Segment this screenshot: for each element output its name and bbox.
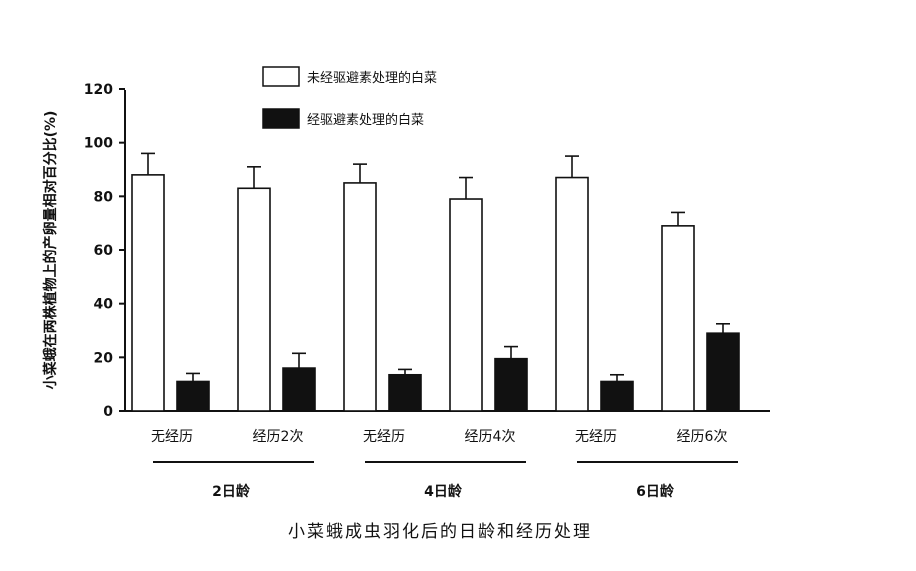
group-label: 4日龄 — [424, 483, 463, 500]
y-tick-label: 60 — [94, 243, 114, 259]
bar-untreated — [237, 187, 271, 412]
legend-swatch-treated — [262, 108, 300, 129]
category-label: 无经历 — [151, 429, 193, 445]
bar-untreated — [555, 176, 589, 412]
legend-label-treated: 经驱避素处理的白菜 — [307, 112, 424, 128]
y-ticks: 0 20 40 60 80 100 120 — [84, 82, 125, 420]
y-tick-label: 120 — [84, 82, 113, 98]
group-label: 2日龄 — [212, 483, 251, 500]
category-labels: 无经历 经历2次 无经历 经历4次 无经历 经历6次 — [151, 429, 727, 445]
y-tick-label: 100 — [84, 136, 113, 152]
bar-untreated — [131, 174, 165, 412]
y-axis-label: 小菜蛾在两株植物上的产卵量相对百分比(%) — [42, 111, 59, 390]
category-label: 经历4次 — [465, 429, 516, 445]
legend-swatch-untreated — [262, 66, 300, 87]
bar-treated — [176, 380, 210, 412]
y-tick-label: 80 — [94, 189, 114, 205]
y-tick-label: 0 — [103, 404, 113, 420]
bar-untreated — [343, 182, 377, 412]
group-labels: 2日龄 4日龄 6日龄 — [153, 461, 738, 500]
category-label: 无经历 — [363, 429, 405, 445]
legend: 未经驱避素处理的白菜 经驱避素处理的白菜 — [262, 66, 437, 129]
category-label: 经历6次 — [677, 429, 728, 445]
y-tick-label: 20 — [94, 350, 114, 366]
bar-untreated — [449, 198, 483, 412]
bar-treated — [388, 373, 422, 412]
bar-treated — [282, 367, 316, 412]
group-label: 6日龄 — [636, 483, 675, 500]
bar-untreated — [661, 225, 695, 412]
legend-label-untreated: 未经驱避素处理的白菜 — [307, 70, 437, 86]
x-axis-label: 小菜蛾成虫羽化后的日龄和经历处理 — [288, 522, 592, 542]
bar-treated — [600, 380, 634, 412]
y-tick-label: 40 — [94, 297, 114, 313]
bar-treated — [706, 332, 740, 412]
category-label: 经历2次 — [253, 429, 304, 445]
category-label: 无经历 — [575, 429, 617, 445]
bars — [131, 152, 740, 412]
bar-treated — [494, 357, 528, 412]
